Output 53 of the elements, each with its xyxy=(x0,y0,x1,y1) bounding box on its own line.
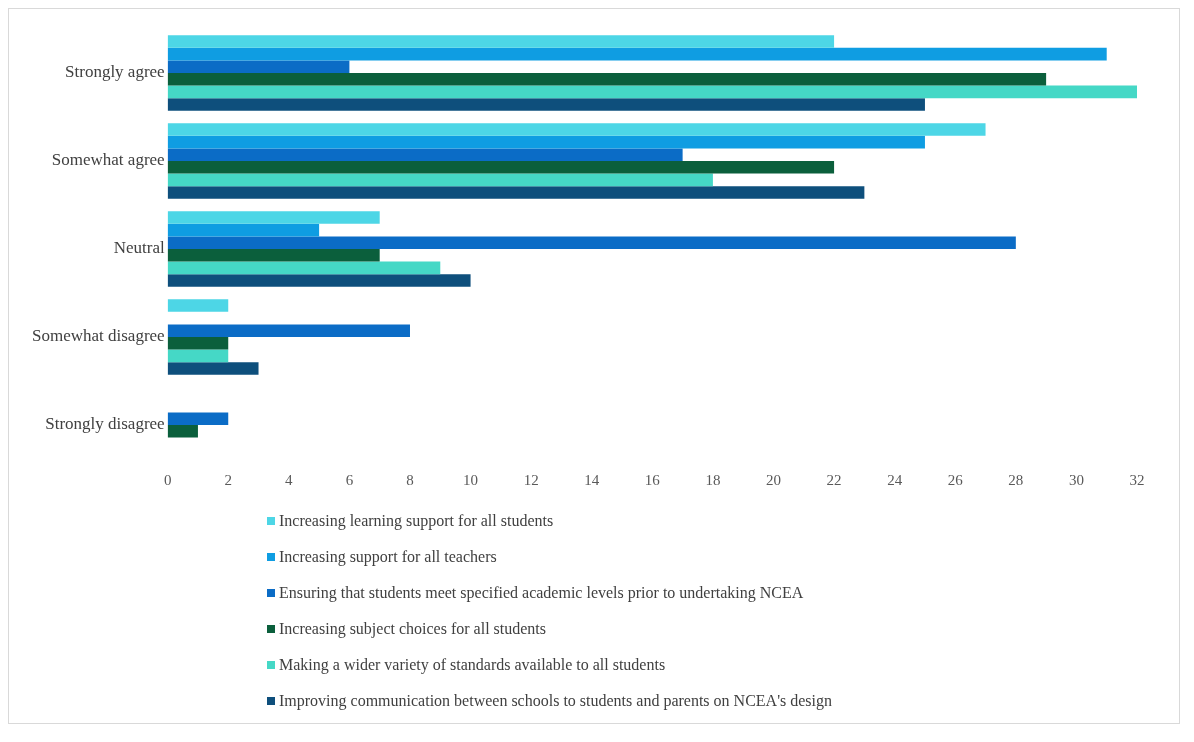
bar xyxy=(167,47,1107,61)
x-tick-label: 14 xyxy=(584,471,600,488)
bar xyxy=(167,35,835,48)
x-tick-label: 18 xyxy=(705,471,721,488)
x-tick-label: 20 xyxy=(766,471,781,488)
x-tick-label: 8 xyxy=(406,471,414,488)
x-tick-label: 24 xyxy=(887,471,903,488)
x-tick-label: 30 xyxy=(1068,471,1084,488)
legend-label: Improving communication between schools to students and parents on NCEA's design xyxy=(279,692,833,710)
y-tick-label: Neutral xyxy=(113,238,165,258)
bar xyxy=(167,98,925,111)
bar xyxy=(167,186,865,199)
bar xyxy=(167,123,986,136)
legend-label: Making a wider variety of standards available to all students xyxy=(279,656,666,674)
bar xyxy=(167,349,229,363)
x-tick-label: 32 xyxy=(1129,471,1145,488)
y-tick-label: Strongly disagree xyxy=(45,414,165,434)
bar xyxy=(167,425,198,438)
bar xyxy=(167,173,713,187)
y-tick-label: Somewhat disagree xyxy=(32,326,165,346)
bar xyxy=(167,337,229,350)
bar xyxy=(167,324,410,337)
bar xyxy=(167,223,320,237)
legend-label: Increasing support for all teachers xyxy=(279,548,497,566)
x-tick-label: 22 xyxy=(826,471,842,488)
bar xyxy=(167,362,259,375)
x-tick-label: 2 xyxy=(224,471,232,488)
bar xyxy=(167,261,441,275)
x-tick-label: 4 xyxy=(285,471,294,488)
y-tick-label: Somewhat agree xyxy=(51,150,165,170)
bar xyxy=(167,236,1016,249)
x-tick-label: 10 xyxy=(463,471,479,488)
legend-label: Ensuring that students meet specified academic levels prior to undertaking NCEA xyxy=(279,584,804,602)
bar xyxy=(167,73,1047,86)
legend-label: Increasing learning support for all students xyxy=(279,512,554,530)
bar xyxy=(167,412,229,425)
bar xyxy=(167,85,1137,99)
bar xyxy=(167,274,471,287)
bar xyxy=(167,135,925,149)
bar xyxy=(167,249,380,262)
x-tick-label: 16 xyxy=(644,471,661,488)
x-tick-label: 26 xyxy=(947,471,964,488)
bar xyxy=(167,211,380,224)
bar xyxy=(167,299,229,312)
x-tick-label: 12 xyxy=(523,471,539,488)
bar xyxy=(167,60,350,73)
legend-label: Increasing subject choices for all students xyxy=(279,620,547,638)
y-tick-label: Strongly agree xyxy=(65,62,165,82)
bar xyxy=(167,161,835,174)
x-tick-label: 0 xyxy=(163,471,172,488)
x-tick-label: 28 xyxy=(1008,471,1024,488)
bar xyxy=(167,148,683,161)
x-tick-label: 6 xyxy=(345,471,354,488)
